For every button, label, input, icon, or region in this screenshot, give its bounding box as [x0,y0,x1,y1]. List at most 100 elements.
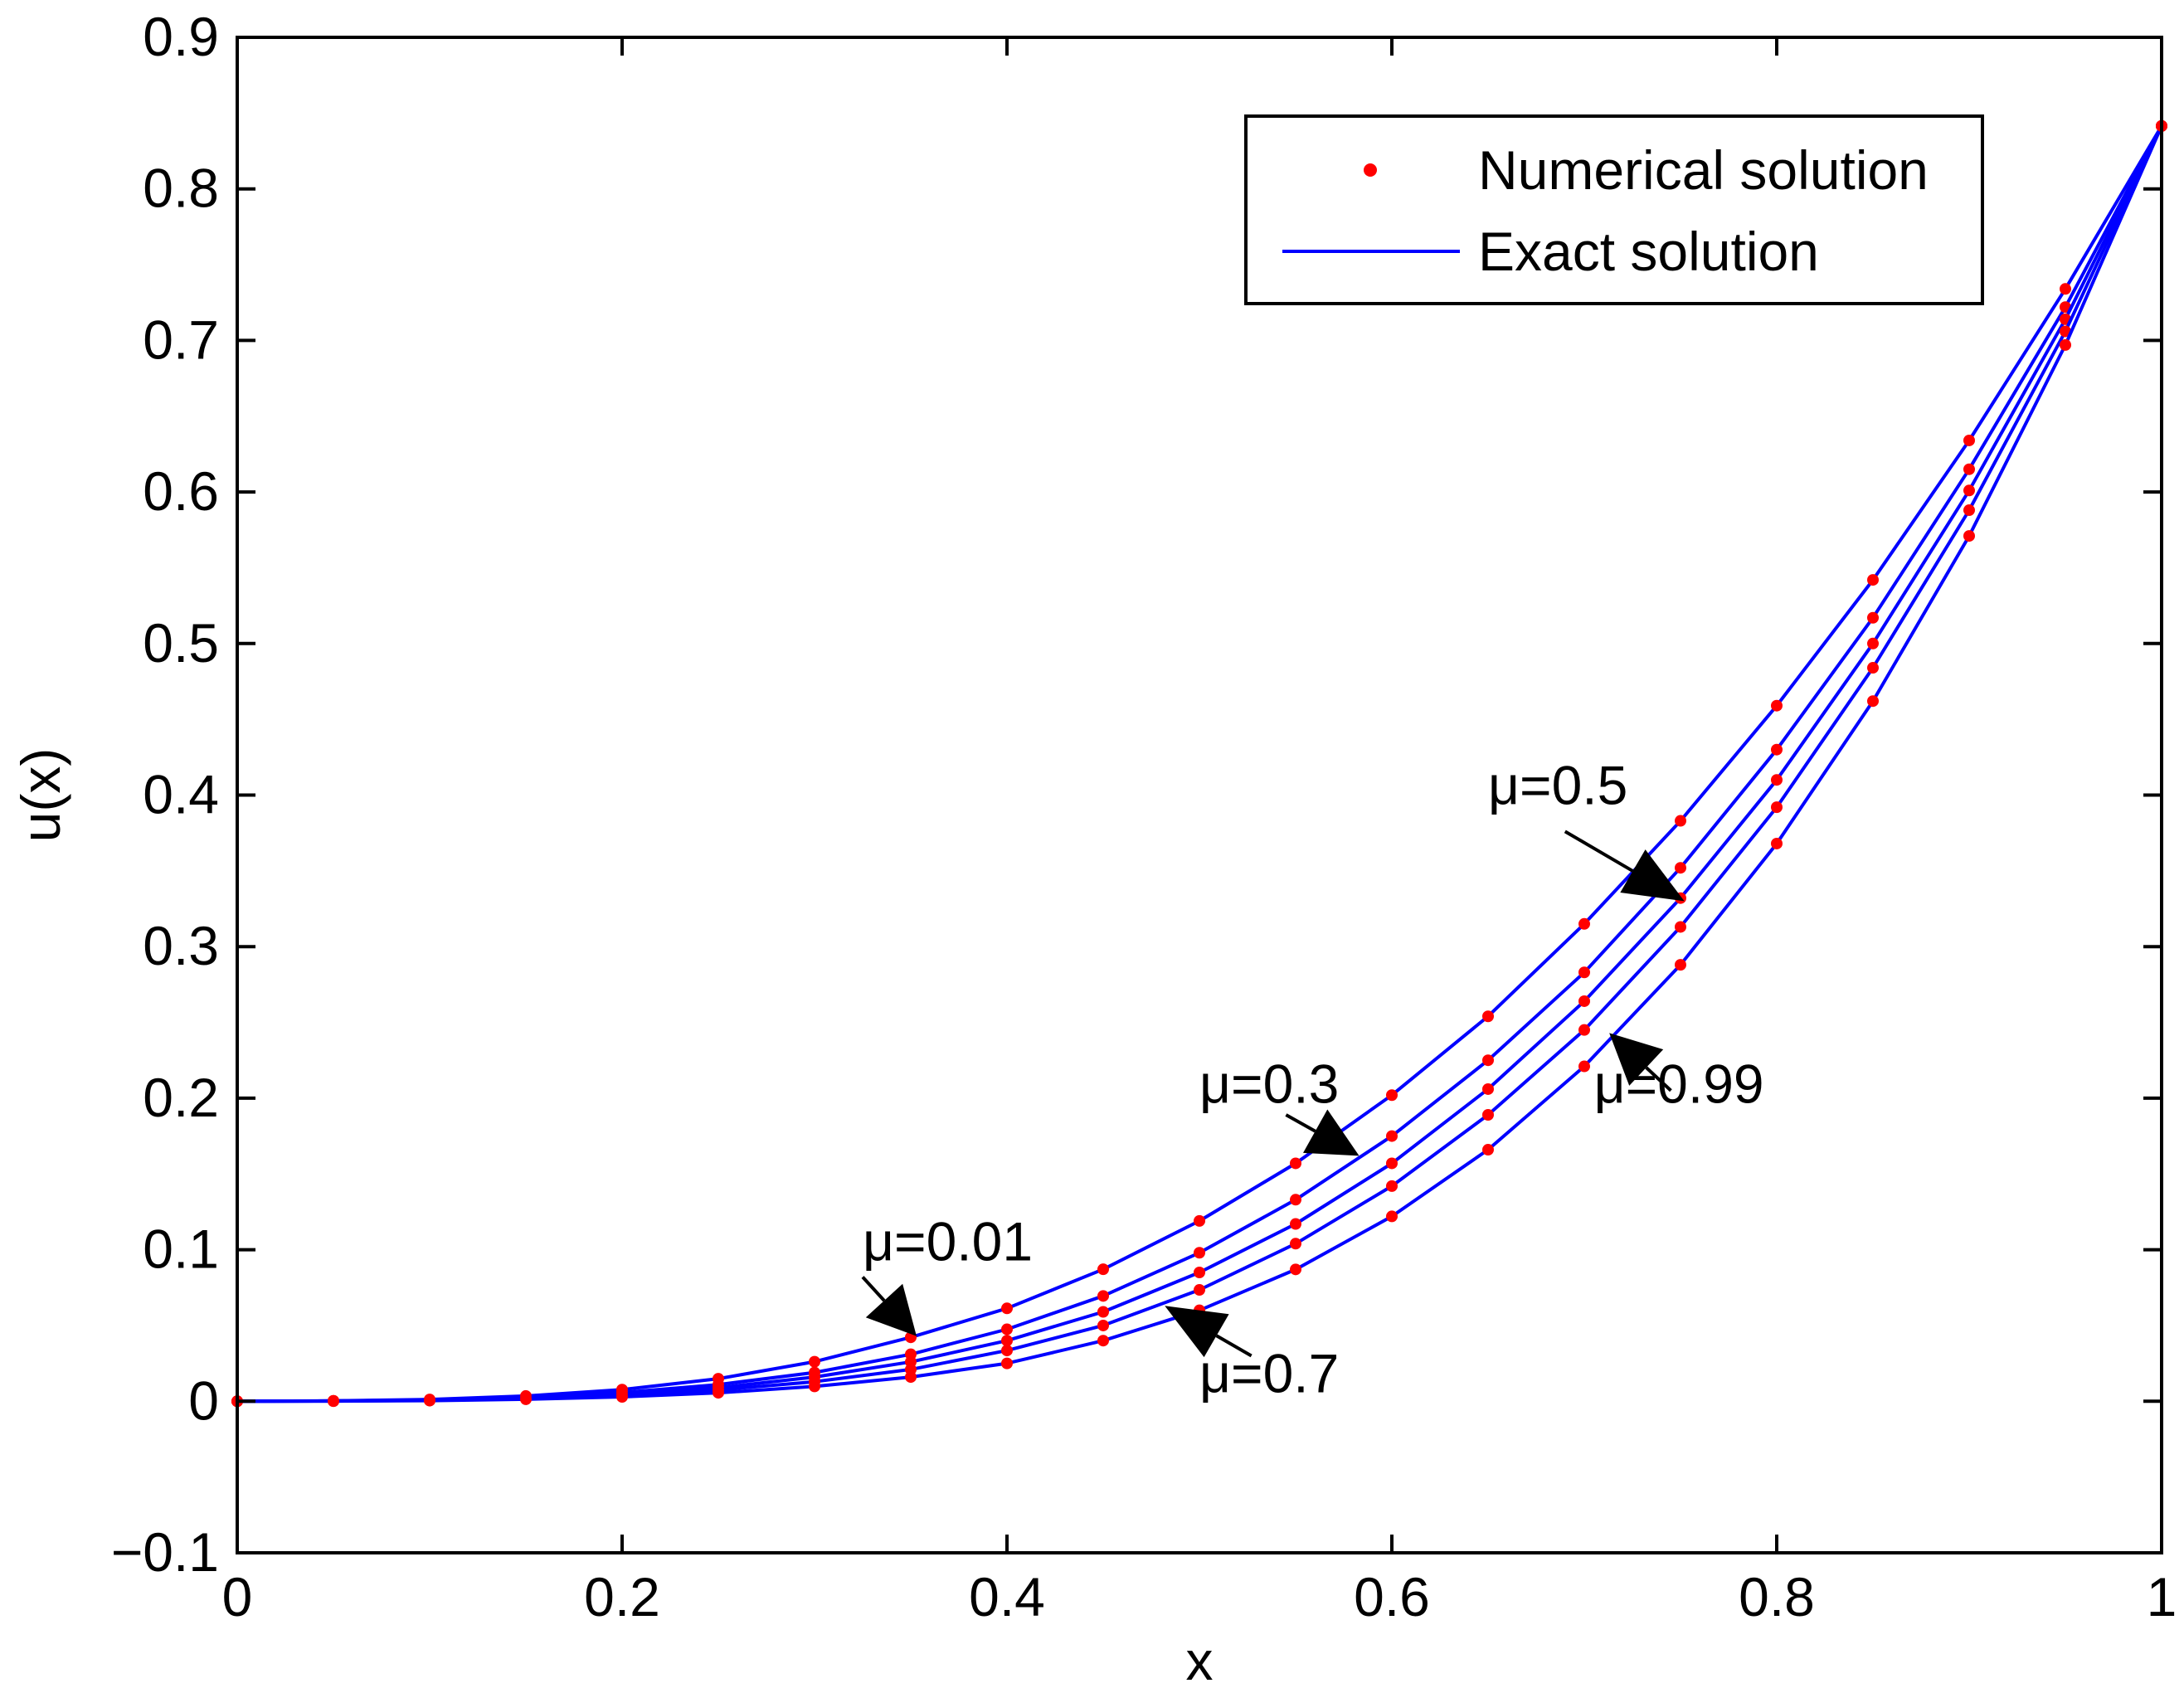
data-point-mu-0-5 [1482,1082,1494,1095]
data-point-mu-0-99 [809,1380,820,1393]
data-point-mu-0-99 [2060,338,2071,351]
annotation-arrow-shaft-mu-0-99 [1645,1066,1672,1092]
annotation-arrow-shaft-mu-0-3 [1285,1113,1316,1133]
data-point-mu-0-7 [1675,921,1686,933]
y-tick-label: 0.1 [143,1219,219,1280]
x-tick-label: 0.6 [1354,1566,1430,1627]
data-point-mu-0-99 [616,1391,628,1404]
annotations: μ=0.01 μ=0.3 μ=0.5 μ=0.7 μ=0.99 [861,754,1764,1404]
data-point-mu-0-01 [1386,1089,1398,1102]
data-point-mu-0-3 [1675,862,1686,874]
data-point-mu-0-5 [1097,1306,1109,1318]
legend: Numerical solution Exact solution [1244,114,1984,305]
annotation-label-mu-0-5: μ=0.5 [1488,754,1627,815]
annotation-arrow-head-mu-0-3 [1303,1109,1360,1156]
x-axis-label: x [1186,1630,1214,1691]
data-point-mu-0-99 [1386,1210,1398,1223]
legend-label-numerical: Numerical solution [1478,139,1929,201]
annotation-arrow-shaft-mu-0-5 [1564,829,1634,873]
data-point-mu-0-3 [1097,1290,1109,1302]
y-tick-label: 0.6 [143,460,219,522]
data-point-mu-0-01 [1963,434,1975,446]
data-point-mu-0-99 [520,1393,532,1405]
data-point-mu-0-5 [1867,637,1879,649]
data-point-mu-0-3 [1482,1054,1494,1067]
data-point-mu-0-01 [1482,1010,1494,1023]
annotation-label-mu-0-7: μ=0.7 [1199,1342,1339,1404]
x-tick-label: 0 [222,1566,253,1627]
data-point-mu-0-99 [1001,1357,1013,1369]
x-tick-label: 0.2 [584,1566,660,1627]
legend-label-exact: Exact solution [1478,221,1819,282]
data-point-mu-0-5 [1963,484,1975,497]
data-point-mu-0-99 [1578,1060,1590,1073]
x-tick-label: 1 [2147,1566,2177,1627]
x-tick-label: 0.4 [969,1566,1045,1627]
data-point-mu-0-5 [1290,1218,1301,1230]
data-point-mu-0-7 [1097,1319,1109,1331]
annotation-arrow-head-mu-0-99 [1609,1033,1664,1086]
data-point-mu-0-01 [1194,1214,1205,1227]
data-point-mu-0-5 [1001,1335,1013,1347]
annotation-arrow-head-mu-0-7 [1165,1306,1229,1358]
y-axis-label: u(x) [10,748,71,843]
data-point-mu-0-99 [1771,837,1783,849]
data-point-mu-0-7 [1290,1238,1301,1250]
data-point-mu-0-01 [2060,283,2071,295]
data-point-mu-0-99 [1482,1144,1494,1156]
data-point-mu-0-5 [1194,1267,1205,1279]
data-point-mu-0-5 [1386,1157,1398,1170]
annotation-label-mu-0-99: μ=0.99 [1594,1053,1764,1114]
data-point-mu-0-01 [1867,574,1879,586]
data-point-mu-0-01 [1675,815,1686,827]
data-point-mu-0-3 [1578,966,1590,979]
y-tick-label: 0.4 [143,764,219,825]
x-tick-label: 0.8 [1739,1566,1815,1627]
data-point-mu-0-01 [1001,1302,1013,1315]
legend-marker-numerical [1364,163,1377,177]
y-tick-label: 0.8 [143,158,219,219]
data-point-mu-0-99 [1867,695,1879,708]
annotation-arrow-head-mu-0-5 [1620,849,1685,902]
y-tick-label: 0.2 [143,1067,219,1128]
data-point-mu-0-99 [1290,1263,1301,1276]
annotation-label-mu-0-01: μ=0.01 [863,1210,1033,1272]
data-point-mu-0-7 [1867,662,1879,674]
data-point-mu-0-7 [1963,504,1975,517]
data-point-mu-0-7 [1001,1345,1013,1357]
data-point-mu-0-99 [713,1387,724,1399]
data-point-mu-0-7 [1482,1108,1494,1121]
data-point-mu-0-7 [1771,801,1783,814]
data-point-mu-0-99 [905,1371,917,1384]
data-point-mu-0-01 [1097,1263,1109,1276]
data-point-mu-0-7 [1578,1024,1590,1036]
data-point-mu-0-5 [1578,995,1590,1007]
data-point-mu-0-3 [1001,1323,1013,1335]
y-tick-label: 0.9 [143,6,219,67]
data-point-mu-0-01 [1771,699,1783,712]
data-point-mu-0-3 [1867,611,1879,624]
y-tick-label: 0.7 [143,309,219,370]
data-point-mu-0-7 [1194,1284,1205,1297]
data-point-mu-0-99 [1963,530,1975,542]
annotation-arrow-head-mu-0-01 [865,1283,917,1336]
y-tick-label: −0.1 [111,1521,219,1583]
data-point-mu-0-7 [2060,325,2071,338]
annotation-arrow-shaft-mu-0-01 [861,1276,886,1302]
data-point-mu-0-7 [1386,1180,1398,1192]
ticks: 0 0.2 0.4 0.6 0.8 1−0.100.10.20.30.40.50.60.7… [111,6,2177,1627]
legend-box [1244,114,1984,305]
data-point-mu-0-3 [1194,1247,1205,1259]
data-point-mu-0-01 [1578,917,1590,930]
data-point-mu-0-99 [1675,959,1686,971]
y-tick-label: 0.5 [143,612,219,674]
data-point-mu-0-01 [1290,1157,1301,1170]
data-point-mu-0-3 [1771,743,1783,756]
data-point-mu-0-5 [1771,774,1783,786]
data-point-mu-0-3 [1290,1194,1301,1206]
data-point-mu-0-99 [424,1394,435,1407]
y-tick-label: 0.3 [143,915,219,976]
data-point-mu-0-01 [809,1355,820,1368]
annotation-label-mu-0-3: μ=0.3 [1199,1053,1339,1114]
